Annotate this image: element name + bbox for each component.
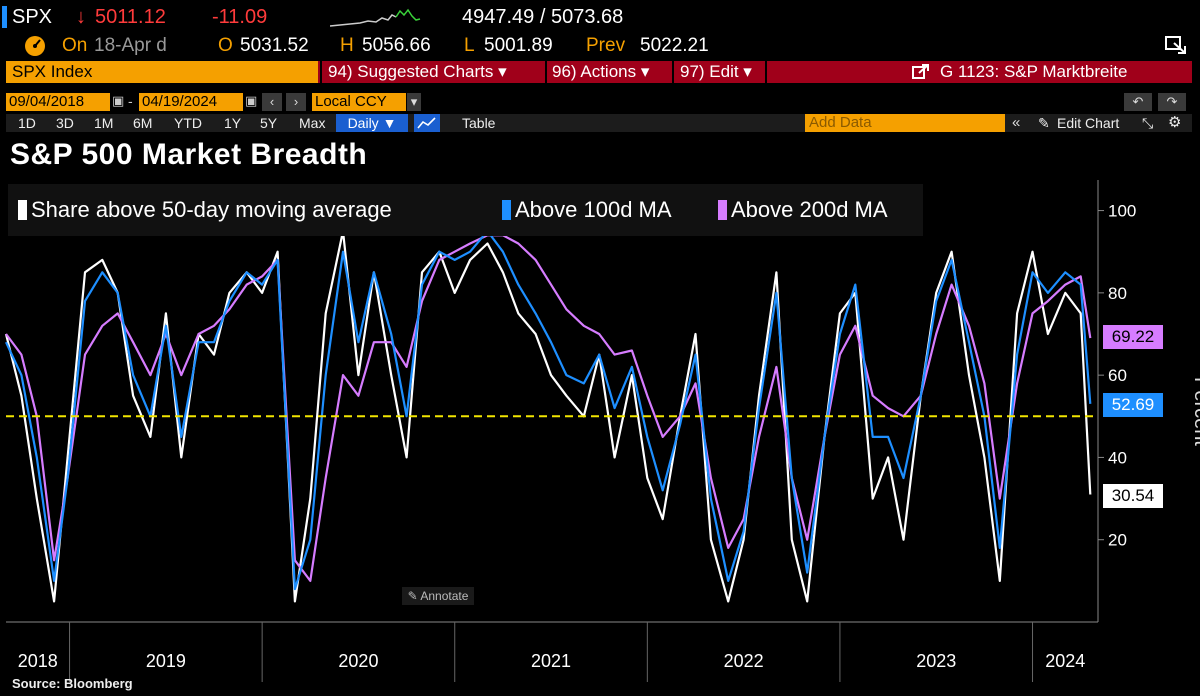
annotate-label: Annotate xyxy=(420,589,469,603)
suggested-charts-menu[interactable]: 94) Suggested Charts ▾ xyxy=(328,62,507,81)
last-value-tag-50d: 30.54 xyxy=(1103,484,1163,509)
low-label: L xyxy=(464,35,475,56)
legend-item-50d: Share above 50-day moving average xyxy=(18,197,392,223)
annotate-button[interactable]: ✎ Annotate xyxy=(402,587,474,605)
divider xyxy=(765,61,767,83)
calendar-icon[interactable]: ▣ xyxy=(245,93,258,108)
source-note: Source: Bloomberg xyxy=(12,676,133,691)
resize-icon[interactable]: ⤡ xyxy=(1142,115,1154,131)
period-1m[interactable]: 1M xyxy=(94,115,114,131)
date-separator: - xyxy=(128,93,133,109)
chevron-down-icon[interactable]: ▾ xyxy=(407,93,421,111)
pencil-icon[interactable]: ✎ xyxy=(1038,115,1050,131)
legend-swatch xyxy=(18,200,27,220)
redo-icon[interactable]: ↷ xyxy=(1158,93,1186,111)
prev-label: Prev xyxy=(586,35,626,56)
x-tick-label: 2020 xyxy=(338,651,378,671)
legend-label: Share above 50-day moving average xyxy=(31,197,392,222)
edit-chart-button[interactable]: Edit Chart xyxy=(1057,115,1120,131)
gear-icon[interactable]: ⚙ xyxy=(1168,114,1182,131)
legend-label: Above 100d MA xyxy=(515,197,672,222)
divider xyxy=(320,61,322,83)
period-6m[interactable]: 6M xyxy=(133,115,153,131)
undo-icon[interactable]: ↶ xyxy=(1124,93,1152,111)
start-date-field[interactable]: 09/04/2018 xyxy=(6,93,110,111)
frequency-select[interactable]: Daily ▼ xyxy=(336,114,408,132)
edit-menu[interactable]: 97) Edit ▾ xyxy=(680,62,752,81)
legend-swatch xyxy=(718,200,727,220)
end-date-field[interactable]: 04/19/2024 xyxy=(139,93,243,111)
table-button[interactable]: Table xyxy=(462,115,496,131)
legend-swatch xyxy=(502,200,511,220)
actions-menu[interactable]: 96) Actions ▾ xyxy=(552,62,650,81)
low-value: 5001.89 xyxy=(484,35,553,56)
series-line-1 xyxy=(5,230,1092,591)
legend xyxy=(8,184,923,236)
y-tick-label: 60 xyxy=(1108,366,1127,385)
calendar-icon[interactable]: ▣ xyxy=(112,93,125,108)
legend-item-200d: Above 200d MA xyxy=(718,197,888,223)
net-change: -11.09 xyxy=(212,6,268,28)
expand-icon[interactable] xyxy=(1164,34,1188,56)
period-ytd[interactable]: YTD xyxy=(174,115,202,131)
prev-period-button[interactable]: ‹ xyxy=(262,93,282,111)
command-bar: SPX Index 94) Suggested Charts ▾ 96) Act… xyxy=(6,61,1192,83)
sparkline-icon xyxy=(330,8,421,27)
security-marker xyxy=(2,6,7,28)
gauge-icon[interactable] xyxy=(22,34,48,56)
period-max[interactable]: Max xyxy=(299,115,326,131)
prev-value: 5022.21 xyxy=(640,35,709,56)
next-period-button[interactable]: › xyxy=(286,93,306,111)
y-tick-label: 40 xyxy=(1108,448,1127,467)
series-line-0 xyxy=(4,230,1092,603)
period-1y[interactable]: 1Y xyxy=(224,115,242,131)
day-range: 4947.49 / 5073.68 xyxy=(462,6,624,28)
on-label: On xyxy=(62,35,88,56)
x-tick-label: 2019 xyxy=(146,651,186,671)
x-tick-label: 2023 xyxy=(916,651,956,671)
high-value: 5056.66 xyxy=(362,35,431,56)
line-chart-icon[interactable] xyxy=(414,114,440,132)
period-1d[interactable]: 1D xyxy=(18,115,36,131)
y-axis-label: Percent xyxy=(1189,377,1200,446)
security-field[interactable]: SPX Index xyxy=(6,61,318,83)
quote-date: 18-Apr d xyxy=(94,35,167,56)
legend-label: Above 200d MA xyxy=(731,197,888,222)
last-value-tag-100d: 52.69 xyxy=(1103,393,1163,418)
divider xyxy=(545,61,547,83)
collapse-icon[interactable]: « xyxy=(1012,114,1021,131)
x-tick-label: 2024 xyxy=(1045,651,1085,671)
currency-select[interactable]: Local CCY xyxy=(312,93,406,111)
chart-title: S&P 500 Market Breadth xyxy=(10,138,368,171)
x-tick-label: 2021 xyxy=(531,651,571,671)
high-label: H xyxy=(340,35,354,56)
chart-name[interactable]: G 1123: S&P Marktbreite xyxy=(940,62,1128,81)
ticker-label[interactable]: SPX xyxy=(12,6,53,28)
y-tick-label: 80 xyxy=(1108,284,1127,303)
period-5y[interactable]: 5Y xyxy=(260,115,278,131)
x-tick-label: 2018 xyxy=(18,651,58,671)
x-tick-label: 2022 xyxy=(724,651,764,671)
open-label: O xyxy=(218,35,233,56)
period-3d[interactable]: 3D xyxy=(56,115,74,131)
divider xyxy=(672,61,674,83)
series-line-2 xyxy=(5,234,1092,583)
y-tick-label: 20 xyxy=(1108,531,1127,550)
last-price: 5011.12 xyxy=(95,6,166,28)
down-arrow-icon: ↓ xyxy=(76,6,86,28)
y-tick-label: 100 xyxy=(1108,202,1136,221)
external-link-icon[interactable] xyxy=(912,64,930,80)
open-value: 5031.52 xyxy=(240,35,309,56)
legend-item-100d: Above 100d MA xyxy=(502,197,672,223)
last-value-tag-200d: 69.22 xyxy=(1103,325,1163,350)
add-data-input[interactable]: Add Data xyxy=(805,114,1005,132)
